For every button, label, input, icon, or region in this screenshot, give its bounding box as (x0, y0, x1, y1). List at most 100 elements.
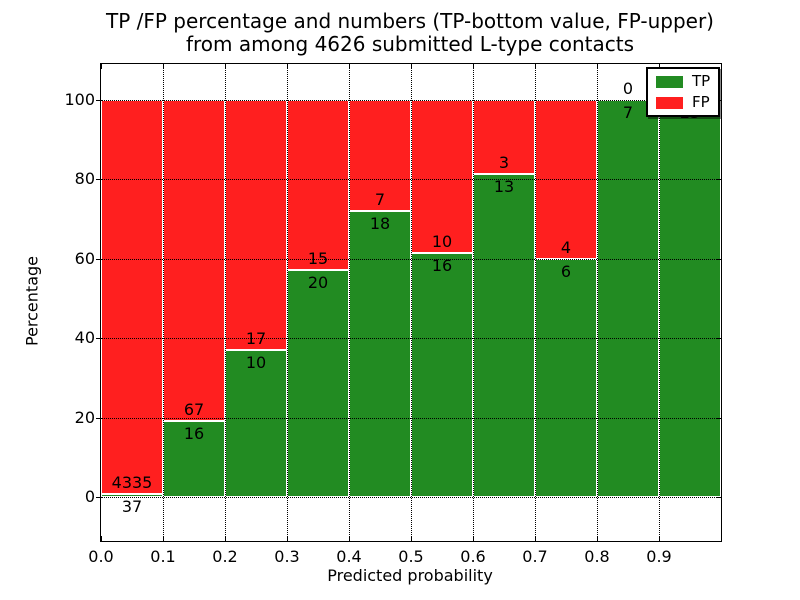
bar-annotation-fp: 4335 (111, 472, 153, 492)
gridline-vertical (411, 64, 412, 541)
legend-swatch-tp (656, 75, 683, 88)
gridline-vertical (349, 64, 350, 541)
bar-segment-tp (101, 493, 163, 498)
bar-annotation-tp: 10 (245, 353, 267, 373)
legend-swatch-fp (656, 96, 683, 109)
bar-annotation-tp: 16 (431, 255, 453, 275)
gridline-vertical (535, 64, 536, 541)
x-tick-label: 0.7 (522, 547, 548, 566)
x-tick-mark (721, 536, 722, 541)
x-tick-mark (287, 64, 288, 69)
bar-segment-fp (287, 99, 349, 271)
legend: TP FP (646, 67, 721, 117)
chart-title-line2: from among 4626 submitted L-type contact… (185, 32, 635, 56)
legend-row-tp: TP (656, 74, 710, 89)
gridline-vertical (287, 64, 288, 541)
bar-annotation-tp: 13 (493, 177, 515, 197)
bar-segment-tp (163, 420, 225, 498)
y-tick-label: 20 (74, 407, 95, 427)
y-tick-mark (716, 417, 721, 419)
gridline-vertical (163, 64, 164, 541)
bar-annotation-fp: 7 (374, 190, 386, 210)
y-tick-mark (96, 338, 101, 340)
bar-segment-fp (225, 99, 287, 351)
legend-label-fp: FP (692, 93, 710, 111)
x-tick-label: 0.4 (336, 547, 362, 566)
x-tick-label: 0.1 (150, 547, 176, 566)
x-tick-mark (101, 536, 102, 541)
x-tick-label: 0.5 (398, 547, 424, 566)
bar-annotation-tp: 6 (560, 261, 572, 281)
y-tick-mark (96, 417, 101, 419)
x-tick-label: 0.2 (212, 547, 238, 566)
y-tick-label: 0 (84, 487, 95, 507)
y-tick-mark (716, 338, 721, 340)
bar-annotation-tp: 18 (369, 214, 391, 234)
bar-segment-tp (473, 174, 535, 498)
x-tick-mark (225, 536, 226, 541)
gridline-vertical (473, 64, 474, 541)
bar-annotation-fp: 15 (307, 249, 329, 269)
x-tick-mark (411, 536, 412, 541)
bar-annotation-fp: 67 (183, 399, 205, 419)
x-axis-label: Predicted probability (327, 566, 493, 585)
y-tick-mark (716, 258, 721, 260)
x-tick-label: 0.0 (88, 547, 114, 566)
bar-annotation-tp: 16 (183, 423, 205, 443)
bar-annotation-tp: 20 (307, 273, 329, 293)
bar-annotation-fp: 4 (560, 237, 572, 257)
y-tick-label: 40 (74, 328, 95, 348)
bar-segment-tp (597, 99, 659, 498)
x-tick-mark (349, 536, 350, 541)
x-tick-mark (535, 536, 536, 541)
y-tick-label: 80 (74, 169, 95, 189)
bar-annotation-fp: 0 (622, 78, 634, 98)
x-tick-mark (287, 536, 288, 541)
bar-annotation-fp: 10 (431, 231, 453, 251)
y-tick-mark (96, 497, 101, 499)
x-tick-mark (597, 64, 598, 69)
gridline-vertical (597, 64, 598, 541)
legend-row-fp: FP (656, 95, 710, 110)
bar-segment-tp (225, 350, 287, 498)
x-tick-mark (721, 64, 722, 69)
x-tick-label: 0.9 (646, 547, 672, 566)
bar-segment-fp (411, 99, 473, 253)
x-tick-mark (411, 64, 412, 69)
x-tick-mark (659, 64, 660, 69)
x-tick-label: 0.3 (274, 547, 300, 566)
legend-label-tp: TP (692, 72, 711, 90)
bar-segment-tp (535, 258, 597, 498)
x-tick-mark (473, 536, 474, 541)
bar-annotation-tp: 7 (622, 102, 634, 122)
x-tick-mark (163, 536, 164, 541)
y-tick-label: 100 (64, 89, 95, 109)
bar-segment-tp (659, 99, 721, 498)
y-tick-mark (716, 497, 721, 499)
gridline-vertical (659, 64, 660, 541)
bar-segment-fp (163, 99, 225, 421)
plot-area: 433537671617101520718101631346070250.00.… (64, 63, 722, 566)
chart-title: TP /FP percentage and numbers (TP-bottom… (106, 10, 714, 56)
x-tick-mark (659, 536, 660, 541)
x-tick-mark (597, 536, 598, 541)
x-tick-mark (225, 64, 226, 69)
y-tick-mark (96, 258, 101, 260)
bar-segment-tp (349, 211, 411, 498)
y-tick-label: 60 (74, 248, 95, 268)
bar-annotation-tp: 37 (121, 496, 143, 516)
chart-title-line1: TP /FP percentage and numbers (TP-bottom… (106, 9, 714, 33)
y-tick-mark (96, 99, 101, 101)
gridline-vertical (225, 64, 226, 541)
bar-annotation-fp: 3 (498, 153, 510, 173)
x-tick-label: 0.6 (460, 547, 486, 566)
y-tick-mark (716, 179, 721, 181)
bar-segment-fp (101, 99, 163, 494)
x-tick-mark (349, 64, 350, 69)
bar-segment-tp (287, 270, 349, 498)
x-tick-mark (163, 64, 164, 69)
x-tick-mark (101, 64, 102, 69)
x-tick-label: 0.8 (584, 547, 610, 566)
bar-annotation-fp: 17 (245, 329, 267, 349)
